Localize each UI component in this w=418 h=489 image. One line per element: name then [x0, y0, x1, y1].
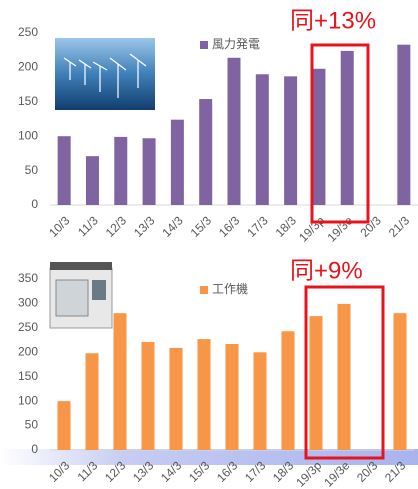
bar — [312, 68, 326, 205]
bar — [114, 136, 128, 205]
annotation: 同+9% — [290, 257, 363, 284]
y-tick-label: 100 — [18, 393, 38, 407]
legend-marker — [200, 286, 208, 294]
y-tick-label: 50 — [25, 418, 39, 432]
y-tick-label: 100 — [18, 128, 38, 142]
x-tick-label: 12/3 — [103, 213, 130, 240]
bar — [397, 44, 411, 205]
x-tick-label: 10/3 — [46, 213, 73, 240]
bar — [170, 119, 184, 205]
y-tick-label: 150 — [18, 94, 38, 108]
x-tick-label: 17/3 — [244, 213, 271, 240]
bar — [199, 99, 213, 205]
bar — [309, 316, 323, 450]
annotation: 同+13% — [290, 7, 376, 34]
bar — [197, 339, 211, 450]
legend-label: 風力発電 — [212, 37, 260, 51]
highlight-box — [304, 285, 385, 460]
bar — [141, 342, 155, 450]
y-tick-label: 200 — [18, 60, 38, 74]
bar — [57, 401, 71, 450]
y-tick-label: 300 — [18, 296, 38, 310]
x-tick-label: 20/3 — [357, 213, 384, 240]
bar — [57, 136, 71, 205]
bar — [337, 303, 351, 450]
bar — [253, 352, 267, 450]
x-tick-label: 16/3 — [216, 213, 243, 240]
y-tick-label: 350 — [18, 271, 38, 285]
bar — [340, 50, 354, 205]
x-tick-label: 21/3 — [386, 213, 413, 240]
bar — [227, 57, 241, 205]
x-tick-label: 15/3 — [188, 213, 215, 240]
legend-label: 工作機 — [212, 281, 248, 296]
y-tick-label: 200 — [18, 344, 38, 358]
decor-band — [0, 449, 418, 465]
legend-marker — [200, 41, 208, 49]
bar — [142, 138, 156, 205]
y-tick-label: 0 — [31, 442, 38, 456]
highlight-box — [310, 43, 370, 224]
y-tick-label: 150 — [18, 369, 38, 383]
bar — [255, 74, 269, 205]
x-tick-label: 14/3 — [159, 213, 186, 240]
bar — [85, 156, 99, 205]
bar — [281, 331, 295, 450]
bar — [169, 347, 183, 450]
wind-photo — [55, 38, 155, 110]
x-tick-label: 11/3 — [75, 213, 101, 239]
x-tick-label: 19/3e — [324, 213, 355, 244]
bar — [284, 76, 298, 206]
bar — [113, 313, 127, 450]
y-tick-label: 250 — [18, 320, 38, 334]
bar — [393, 313, 407, 450]
bar — [85, 353, 99, 450]
y-tick-label: 250 — [18, 25, 38, 39]
y-tick-label: 0 — [31, 197, 38, 211]
y-tick-label: 50 — [25, 163, 39, 177]
x-tick-label: 18/3 — [273, 213, 300, 240]
bar — [225, 343, 239, 450]
x-tick-label: 13/3 — [131, 213, 158, 240]
machine-photo — [49, 262, 113, 329]
